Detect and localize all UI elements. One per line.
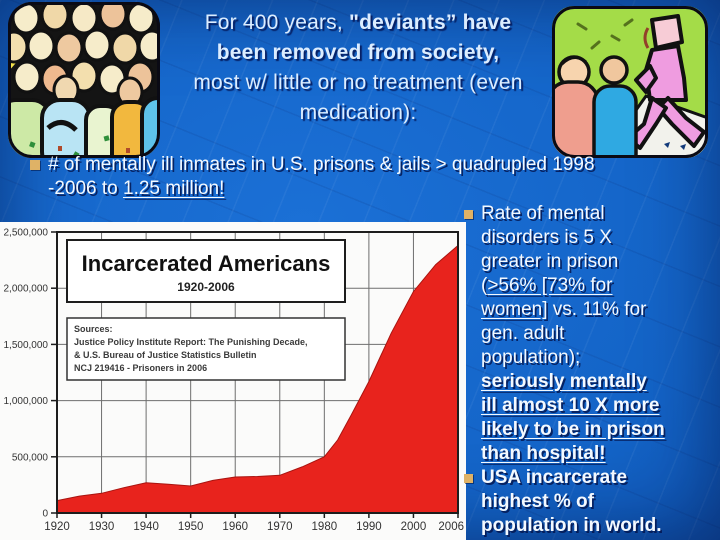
main-bullet-text: # of mentally ill inmates in U.S. prison… (48, 154, 595, 199)
svg-text:1970: 1970 (267, 521, 293, 533)
svg-text:1930: 1930 (89, 521, 115, 533)
bullet-square-icon (464, 210, 473, 219)
svg-text:0: 0 (42, 509, 48, 520)
svg-text:2,500,000: 2,500,000 (4, 228, 49, 239)
svg-text:NCJ 219416 - Prisoners in 2006: NCJ 219416 - Prisoners in 2006 (74, 363, 207, 373)
svg-text:1960: 1960 (222, 521, 248, 533)
bullet-square-icon (30, 160, 40, 170)
svg-text:1920: 1920 (44, 521, 70, 533)
svg-text:1940: 1940 (133, 521, 159, 533)
slide-title: For 400 years, "deviants” have been remov… (193, 11, 523, 124)
svg-text:1,500,000: 1,500,000 (4, 340, 49, 351)
svg-text:1990: 1990 (356, 521, 382, 533)
svg-text:1980: 1980 (312, 521, 338, 533)
svg-text:Justice Policy Institute Repor: Justice Policy Institute Report: The Pun… (74, 337, 308, 347)
svg-text:500,000: 500,000 (12, 452, 49, 463)
usa-bullet-item: USA incarcerate highest % of population in… (464, 466, 720, 538)
bullet-square-icon (464, 474, 473, 483)
svg-text:2,000,000: 2,000,000 (4, 284, 49, 295)
incarcerated-americans-chart: 0 500,000 1,000,000 1,500,000 2,000,000 2,500… (0, 222, 466, 540)
svg-text:& U.S. Bureau of Justice Stati: & U.S. Bureau of Justice Statistics Bull… (74, 350, 257, 360)
crowd-clipart-image (8, 2, 160, 158)
svg-text:Sources:: Sources: (74, 324, 113, 334)
svg-text:1,000,000: 1,000,000 (4, 396, 49, 407)
main-bullet-item: # of mentally ill inmates in U.S. prison… (30, 153, 714, 201)
svg-text:1950: 1950 (178, 521, 204, 533)
area-chart: 0 500,000 1,000,000 1,500,000 2,000,000 2,500… (0, 222, 466, 540)
svg-text:2006: 2006 (438, 521, 464, 533)
walking-away-clipart-image (552, 6, 708, 158)
svg-text:1920-2006: 1920-2006 (177, 280, 235, 294)
usa-bullet-text: USA incarcerate highest % of population in… (481, 467, 662, 536)
svg-text:2000: 2000 (401, 521, 427, 533)
svg-text:Incarcerated Americans: Incarcerated Americans (82, 251, 331, 276)
